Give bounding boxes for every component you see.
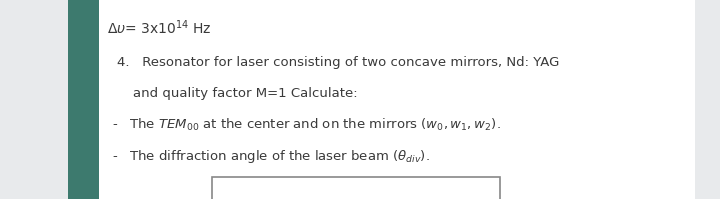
Text: -   The $\mathit{TEM}_{00}$ at the center and on the mirrors ($w_0, w_1, w_2$).: - The $\mathit{TEM}_{00}$ at the center … bbox=[112, 116, 500, 133]
Text: and quality factor M=1 Calculate:: and quality factor M=1 Calculate: bbox=[133, 87, 358, 100]
Text: -   The diffraction angle of the laser beam ($\theta_{div}$).: - The diffraction angle of the laser bea… bbox=[112, 148, 429, 165]
FancyBboxPatch shape bbox=[99, 0, 695, 199]
FancyBboxPatch shape bbox=[68, 0, 99, 199]
Text: $\Delta\upsilon$= 3x10$^{14}$ Hz: $\Delta\upsilon$= 3x10$^{14}$ Hz bbox=[107, 18, 211, 36]
Text: 4.   Resonator for laser consisting of two concave mirrors, Nd: YAG: 4. Resonator for laser consisting of two… bbox=[117, 56, 559, 69]
